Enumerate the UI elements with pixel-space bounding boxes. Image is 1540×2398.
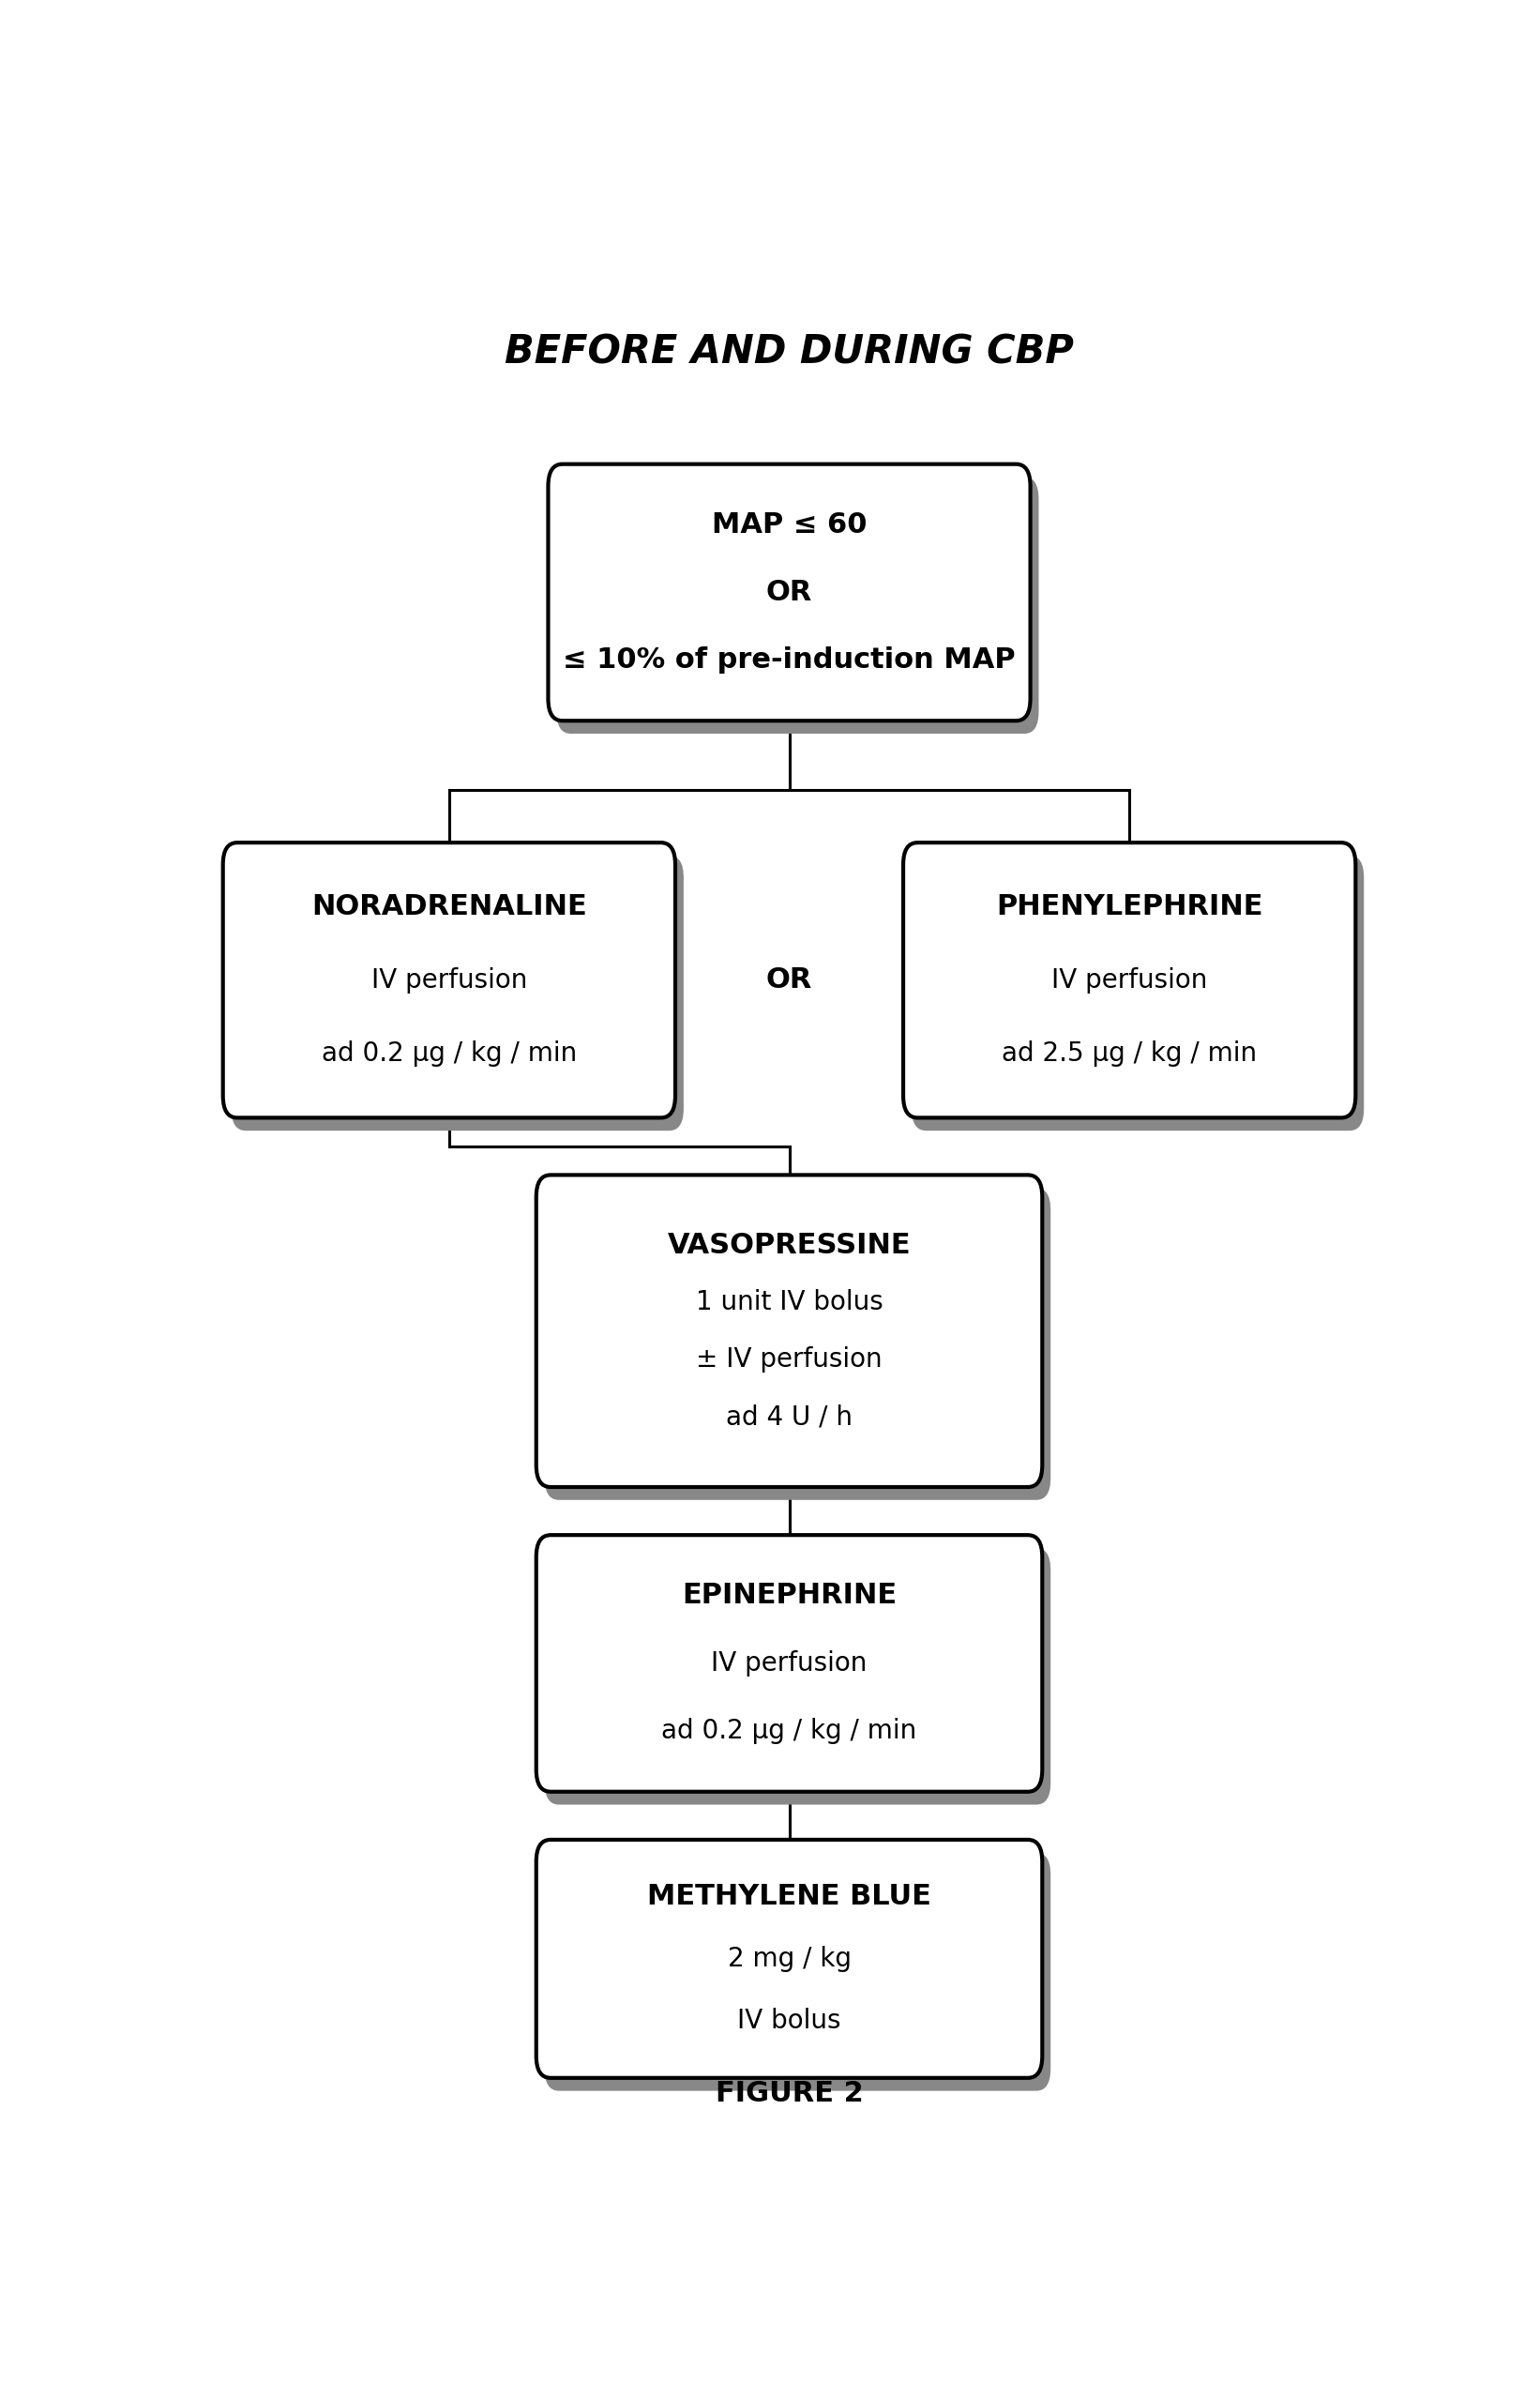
Text: ad 2.5 μg / kg / min: ad 2.5 μg / kg / min <box>1003 1041 1257 1067</box>
FancyBboxPatch shape <box>536 1535 1043 1791</box>
FancyBboxPatch shape <box>556 477 1038 734</box>
FancyBboxPatch shape <box>545 1549 1050 1806</box>
FancyBboxPatch shape <box>223 842 675 1117</box>
FancyBboxPatch shape <box>904 842 1355 1117</box>
FancyBboxPatch shape <box>545 1187 1050 1501</box>
Text: OR: OR <box>765 578 813 607</box>
Text: EPINEPHRINE: EPINEPHRINE <box>682 1583 896 1609</box>
FancyBboxPatch shape <box>231 856 684 1132</box>
FancyBboxPatch shape <box>912 856 1364 1132</box>
FancyBboxPatch shape <box>536 1839 1043 2079</box>
Text: FIGURE 2: FIGURE 2 <box>715 2079 864 2108</box>
Text: 2 mg / kg: 2 mg / kg <box>727 1945 852 1971</box>
Text: IV perfusion: IV perfusion <box>371 966 527 993</box>
Text: PHENYLEPHRINE: PHENYLEPHRINE <box>996 892 1263 921</box>
Text: METHYLENE BLUE: METHYLENE BLUE <box>647 1882 932 1911</box>
Text: ± IV perfusion: ± IV perfusion <box>696 1345 882 1372</box>
Text: ad 0.2 μg / kg / min: ad 0.2 μg / kg / min <box>322 1041 578 1067</box>
Text: ad 0.2 μg / kg / min: ad 0.2 μg / kg / min <box>662 1719 916 1743</box>
FancyBboxPatch shape <box>536 1175 1043 1487</box>
FancyBboxPatch shape <box>548 465 1030 722</box>
Text: IV perfusion: IV perfusion <box>711 1650 867 1676</box>
FancyBboxPatch shape <box>545 1854 1050 2091</box>
Text: IV perfusion: IV perfusion <box>1052 966 1207 993</box>
Text: 1 unit IV bolus: 1 unit IV bolus <box>696 1290 882 1317</box>
Text: ≤ 10% of pre-induction MAP: ≤ 10% of pre-induction MAP <box>564 647 1015 674</box>
Text: VASOPRESSINE: VASOPRESSINE <box>667 1233 912 1259</box>
Text: ad 4 U / h: ad 4 U / h <box>725 1403 853 1429</box>
Text: MAP ≤ 60: MAP ≤ 60 <box>711 511 867 537</box>
Text: NORADRENALINE: NORADRENALINE <box>311 892 587 921</box>
Text: IV bolus: IV bolus <box>738 2007 841 2034</box>
Text: OR: OR <box>765 966 813 993</box>
Text: BEFORE AND DURING CBP: BEFORE AND DURING CBP <box>505 333 1073 372</box>
